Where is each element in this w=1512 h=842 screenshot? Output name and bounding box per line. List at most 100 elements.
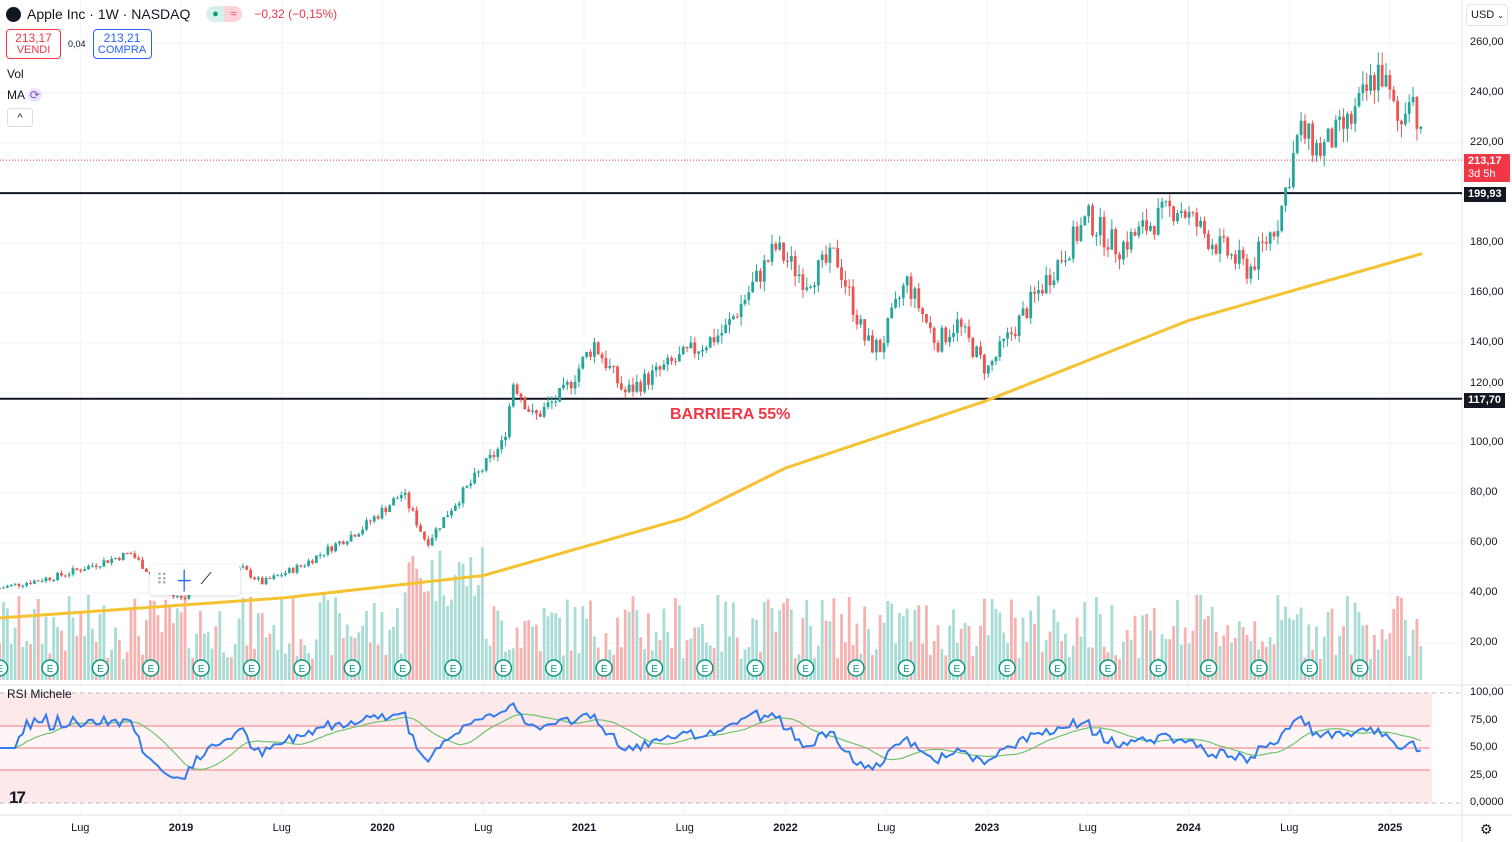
candle-body (465, 485, 469, 488)
candle-body (330, 546, 334, 552)
price-change: −0,32 (−0,15%) (254, 7, 338, 21)
candle-body (731, 316, 735, 320)
candle-body (1349, 113, 1353, 124)
candle-body (608, 365, 612, 369)
candle-body (886, 318, 890, 344)
volume-bar (535, 624, 538, 680)
candle-body (1419, 126, 1423, 129)
volume-bar (1415, 618, 1419, 680)
volume-bar (778, 610, 782, 680)
symbol-title[interactable]: Apple Inc · 1W · NASDAQ (27, 6, 191, 22)
candle-body (1091, 205, 1094, 236)
currency-select[interactable]: USD ⌄ (1466, 4, 1508, 26)
candle-body (782, 242, 785, 261)
volume-bar (527, 620, 531, 680)
volume-bar (863, 606, 867, 680)
candle-body (515, 384, 519, 394)
collapse-legend-button[interactable]: ^ (7, 108, 33, 127)
volume-bar (515, 627, 519, 680)
sell-button[interactable]: 213,17 VENDI (6, 29, 61, 59)
crosshair-icon[interactable]: ┼ (177, 569, 191, 590)
rsi-title[interactable]: RSI Michele (7, 687, 72, 701)
volume-bar (913, 609, 917, 680)
volume-bar (1002, 632, 1006, 680)
candle-body (442, 517, 446, 529)
candle-body (843, 280, 847, 287)
volume-bar (577, 653, 581, 680)
indicator-ma[interactable]: MA ⟳ (7, 88, 42, 102)
volume-bar (322, 594, 326, 680)
volume-bar (1322, 636, 1326, 680)
candle-body (338, 541, 341, 544)
candle-body (1067, 258, 1071, 261)
volume-bar (434, 601, 438, 680)
volume-bar (1048, 631, 1052, 680)
volume-bar (365, 611, 368, 680)
volume-bar (751, 618, 755, 680)
earnings-marker (1099, 659, 1117, 677)
earnings-e-icon: E (1256, 664, 1263, 675)
earnings-marker (1199, 659, 1218, 677)
trend-line-icon[interactable]: ⟋ (200, 571, 212, 588)
volume-bar (1276, 595, 1280, 680)
candle-body (1141, 220, 1145, 227)
earnings-e-icon: E (47, 664, 54, 675)
candle-body (990, 361, 994, 366)
time-tick: Lug (71, 822, 90, 834)
volume-bar (1037, 595, 1040, 680)
earnings-marker (0, 659, 9, 677)
volume-bar (484, 638, 488, 680)
hline-tag-1[interactable]: 199,93 (1464, 187, 1506, 202)
candle-body (1357, 92, 1361, 107)
volume-bar (871, 655, 874, 680)
volume-bar (13, 627, 17, 680)
candle-body (901, 285, 905, 299)
candle-body (1037, 290, 1040, 294)
candle-body (372, 516, 376, 522)
refresh-icon[interactable]: ⟳ (27, 88, 42, 102)
candle-body (519, 393, 523, 398)
candle-body (396, 498, 399, 500)
volume-bar (368, 642, 372, 680)
candle-body (1234, 254, 1237, 264)
settings-icon[interactable]: ⚙ (1480, 821, 1493, 837)
earnings-e-icon: E (198, 664, 205, 675)
status-pill[interactable]: ● ≈ (206, 6, 243, 22)
last-price-tag: 213,17 3d 5h (1464, 154, 1510, 182)
candle-body (585, 351, 589, 358)
buy-button[interactable]: 213,21 COMPRA (92, 29, 152, 59)
indicator-vol[interactable]: Vol (7, 67, 24, 81)
volume-bar (334, 597, 338, 680)
volume-bar (175, 608, 179, 680)
candle-body (639, 381, 643, 392)
volume-bar (249, 596, 253, 680)
hline-tag-2[interactable]: 117,70 (1464, 393, 1506, 408)
currency-label: USD (1471, 9, 1495, 21)
tradingview-logo[interactable]: 17 (9, 788, 26, 807)
volume-bar (1203, 619, 1206, 680)
candle-body (430, 537, 434, 546)
candle-body (1010, 332, 1013, 334)
candle-body (1206, 233, 1210, 250)
candle-body (797, 274, 801, 277)
candle-body (1210, 244, 1214, 250)
candle-body (380, 507, 384, 519)
earnings-e-icon: E (1356, 664, 1363, 675)
volume-bar (110, 649, 114, 680)
candle-body (1338, 116, 1342, 120)
volume-bar (828, 621, 832, 680)
barrier-annotation[interactable]: BARRIERA 55% (670, 406, 791, 423)
volume-bar (172, 623, 175, 680)
candle-body (975, 346, 979, 357)
candle-body (500, 440, 504, 450)
volume-bar (1210, 606, 1214, 680)
rsi-tick: 25,00 (1470, 768, 1498, 781)
drag-handle-icon[interactable]: ⠿ (156, 572, 168, 589)
candle-body (1102, 216, 1106, 248)
volume-bar (268, 633, 272, 680)
candle-body (245, 566, 249, 570)
volume-bar (592, 636, 596, 680)
volume-bar (98, 613, 102, 680)
candle-body (67, 574, 71, 576)
